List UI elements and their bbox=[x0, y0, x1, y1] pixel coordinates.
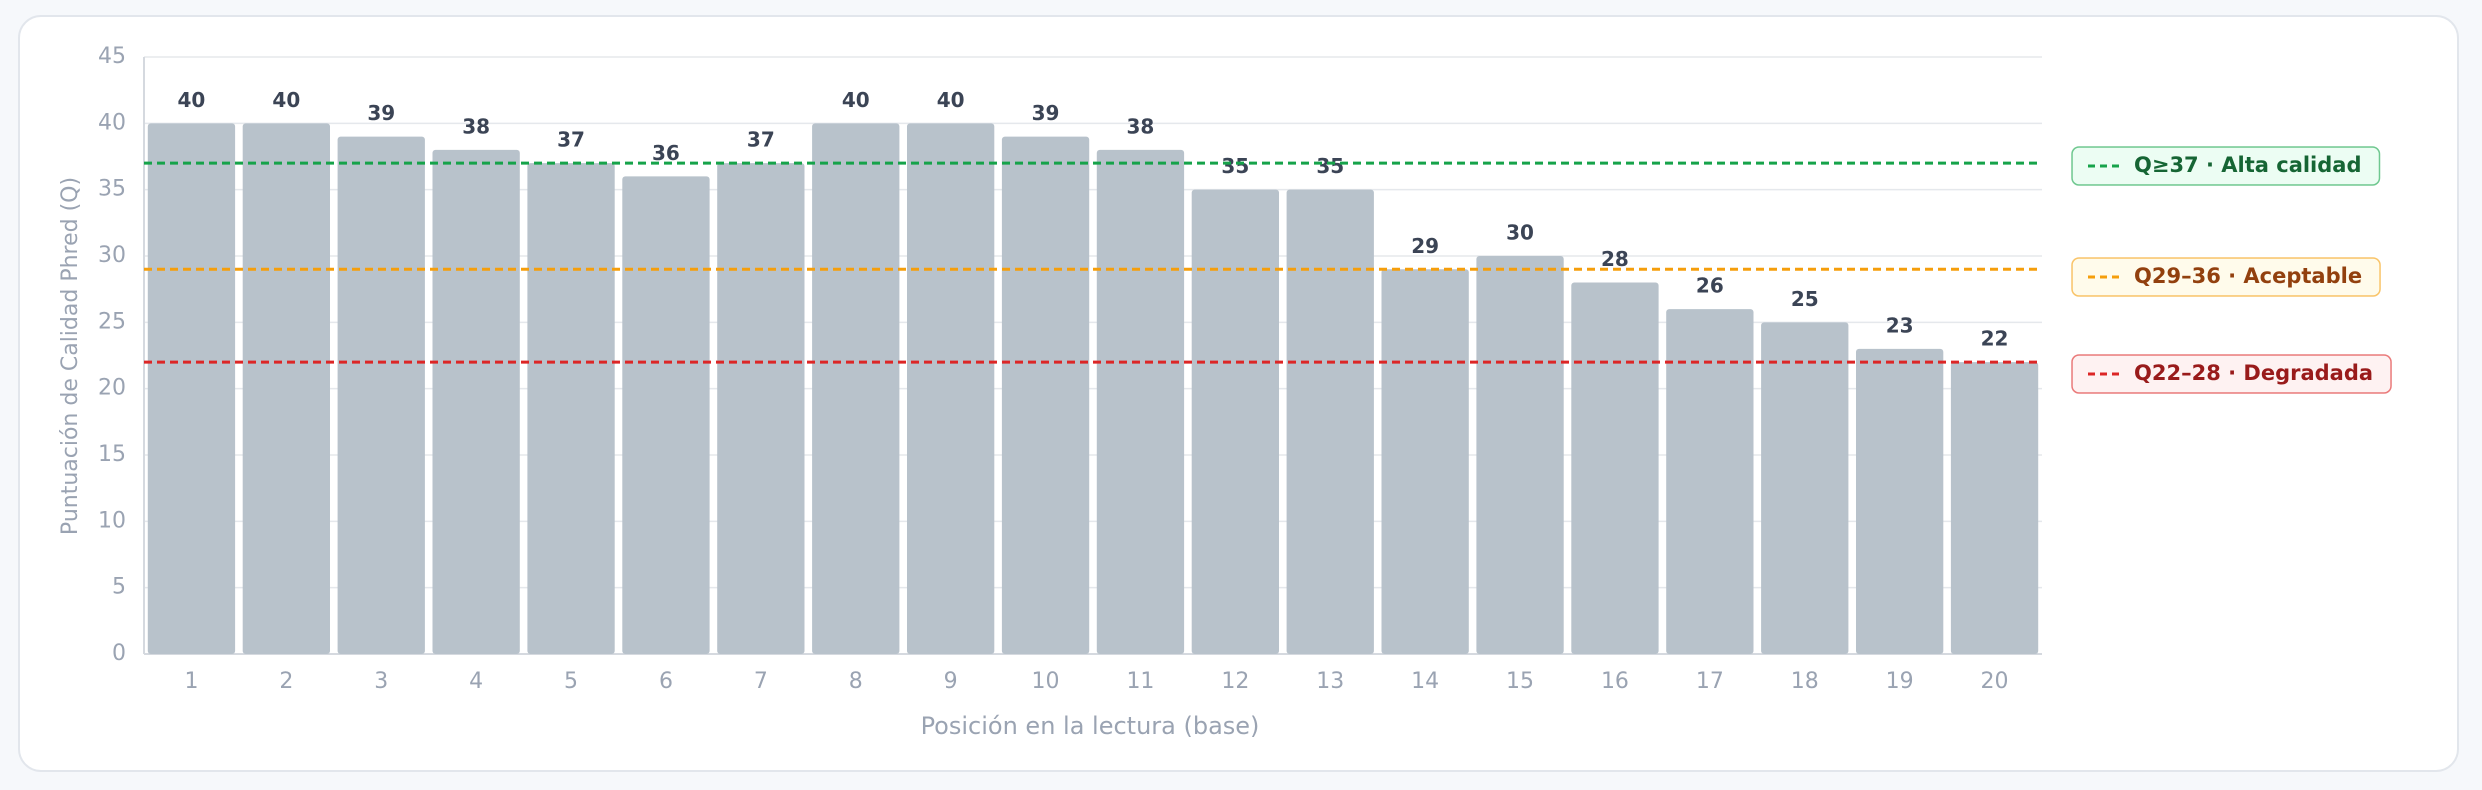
bar bbox=[1571, 282, 1659, 654]
value-label: 26 bbox=[1696, 274, 1724, 298]
bar bbox=[337, 136, 425, 655]
bar bbox=[1666, 309, 1754, 654]
x-tick-label: 8 bbox=[849, 669, 863, 694]
legend-box bbox=[2071, 257, 2381, 297]
bar bbox=[1761, 322, 1849, 654]
x-axis-title: Posición en la lectura (base) bbox=[921, 712, 1260, 740]
y-tick-label: 25 bbox=[98, 309, 126, 334]
y-tick-label: 5 bbox=[112, 575, 126, 600]
value-label: 37 bbox=[557, 128, 585, 152]
value-label: 38 bbox=[1127, 114, 1155, 138]
value-label: 23 bbox=[1886, 313, 1914, 337]
legend-box bbox=[2071, 354, 2392, 394]
x-tick-label: 2 bbox=[279, 669, 293, 694]
value-label: 38 bbox=[462, 114, 490, 138]
y-tick-label: 35 bbox=[98, 177, 126, 202]
x-tick-label: 5 bbox=[564, 669, 578, 694]
x-tick-label: 9 bbox=[944, 669, 958, 694]
bar bbox=[1855, 348, 1944, 654]
legend-label: Q29–36 · Aceptable bbox=[2134, 264, 2362, 288]
y-tick-label: 10 bbox=[98, 508, 126, 533]
bar bbox=[147, 123, 236, 655]
y-axis-title: Puntuación de Calidad Phred (Q) bbox=[58, 177, 83, 535]
y-tick-label: 30 bbox=[98, 243, 126, 268]
x-tick-label: 15 bbox=[1506, 669, 1534, 694]
x-tick-label: 3 bbox=[374, 669, 388, 694]
bar bbox=[622, 176, 710, 654]
value-label: 25 bbox=[1791, 287, 1819, 311]
x-tick-label: 10 bbox=[1032, 669, 1060, 694]
x-tick-label: 12 bbox=[1221, 669, 1249, 694]
bar bbox=[906, 123, 995, 655]
bar bbox=[812, 123, 900, 655]
x-tick-label: 11 bbox=[1126, 669, 1154, 694]
bar bbox=[1476, 256, 1564, 654]
value-label: 22 bbox=[1981, 327, 2009, 351]
x-tick-label: 20 bbox=[1981, 669, 2009, 694]
bar bbox=[1381, 269, 1469, 654]
value-label: 35 bbox=[1316, 154, 1344, 178]
x-tick-label: 7 bbox=[754, 669, 768, 694]
bar bbox=[1001, 136, 1090, 655]
value-label: 40 bbox=[272, 88, 300, 112]
legend-label: Q22–28 · Degradada bbox=[2134, 361, 2373, 385]
bar bbox=[717, 163, 805, 654]
value-label: 40 bbox=[178, 88, 206, 112]
y-tick-label: 0 bbox=[112, 641, 126, 666]
x-tick-label: 4 bbox=[469, 669, 483, 694]
x-tick-label: 14 bbox=[1411, 669, 1439, 694]
bar bbox=[1191, 189, 1280, 654]
bar bbox=[527, 163, 615, 654]
y-tick-label: 15 bbox=[98, 442, 126, 467]
value-label: 39 bbox=[367, 101, 395, 125]
legend-label: Q≥37 · Alta calidad bbox=[2134, 153, 2362, 177]
value-label: 29 bbox=[1411, 234, 1439, 258]
bar bbox=[1286, 189, 1374, 654]
legend-box bbox=[2071, 146, 2381, 186]
x-tick-label: 13 bbox=[1316, 669, 1344, 694]
x-tick-label: 17 bbox=[1696, 669, 1724, 694]
value-label: 28 bbox=[1601, 247, 1629, 271]
y-tick-label: 20 bbox=[98, 376, 126, 401]
y-tick-label: 40 bbox=[98, 110, 126, 135]
value-label: 39 bbox=[1032, 101, 1060, 125]
x-tick-label: 1 bbox=[184, 669, 198, 694]
value-label: 36 bbox=[652, 141, 680, 165]
x-tick-label: 19 bbox=[1886, 669, 1914, 694]
value-label: 40 bbox=[937, 88, 965, 112]
x-tick-label: 16 bbox=[1601, 669, 1629, 694]
value-label: 40 bbox=[842, 88, 870, 112]
bar bbox=[1096, 149, 1185, 654]
value-label: 37 bbox=[747, 128, 775, 152]
bar bbox=[242, 123, 331, 655]
value-label: 30 bbox=[1506, 221, 1534, 245]
x-tick-label: 18 bbox=[1791, 669, 1819, 694]
value-label: 35 bbox=[1221, 154, 1249, 178]
y-tick-label: 45 bbox=[98, 44, 126, 69]
x-tick-label: 6 bbox=[659, 669, 673, 694]
bar bbox=[1950, 362, 2039, 654]
bar bbox=[432, 149, 520, 654]
